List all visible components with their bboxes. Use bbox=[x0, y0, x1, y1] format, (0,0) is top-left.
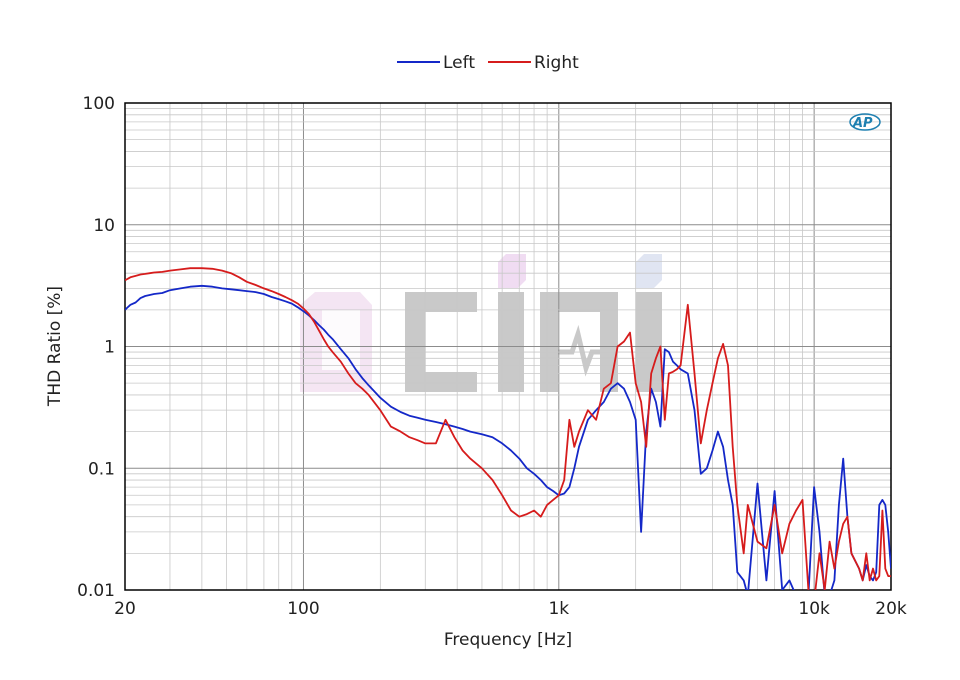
x-tick-label: 10k bbox=[798, 599, 830, 619]
y-tick-label: 100 bbox=[83, 94, 115, 114]
y-tick-label: 1 bbox=[104, 338, 115, 358]
y-tick-label: 0.01 bbox=[77, 581, 115, 601]
svg-text:AP: AP bbox=[852, 116, 873, 131]
y-axis-label: THD Ratio [%] bbox=[45, 286, 65, 407]
x-tick-label: 20 bbox=[114, 599, 136, 619]
x-tick-label: 1k bbox=[548, 599, 569, 619]
grid-lines bbox=[125, 103, 891, 590]
plot-frame bbox=[124, 102, 892, 591]
series-line-right bbox=[125, 267, 891, 590]
y-tick-label: 10 bbox=[93, 216, 115, 236]
x-tick-label: 100 bbox=[287, 599, 319, 619]
legend-label-left: Left bbox=[443, 53, 475, 73]
legend: Left Right bbox=[397, 53, 579, 73]
y-tick-labels: 0.01 0.1 1 10 100 bbox=[77, 94, 115, 601]
ap-logo: AP bbox=[849, 113, 881, 131]
x-tick-label: 20k bbox=[875, 599, 907, 619]
x-axis-label: Frequency [Hz] bbox=[444, 630, 572, 650]
y-tick-label: 0.1 bbox=[88, 459, 115, 479]
legend-label-right: Right bbox=[534, 53, 579, 73]
series-line-left bbox=[125, 284, 891, 590]
series-layer bbox=[125, 267, 891, 590]
x-tick-labels: 20 100 1k 10k 20k bbox=[114, 599, 907, 619]
